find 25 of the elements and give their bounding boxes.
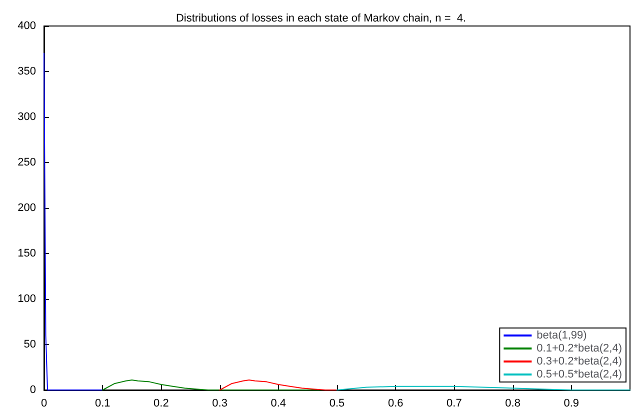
x-tick-label: 0.4 xyxy=(270,398,286,410)
y-tick-label: 100 xyxy=(18,293,36,305)
x-tick-label: 0 xyxy=(40,398,48,410)
y-tick-label: 350 xyxy=(18,66,36,78)
x-tick-label: 0.2 xyxy=(154,398,169,410)
x-tick-label: 0.9 xyxy=(564,398,580,410)
x-tick-label: 0.5 xyxy=(329,398,345,410)
legend-label: 0.3+0.2*beta(2,4) xyxy=(536,356,622,368)
y-tick-label: 400 xyxy=(18,20,36,32)
line-series xyxy=(219,379,338,390)
x-tick-label: 0.3 xyxy=(212,398,228,410)
y-tick-label: 50 xyxy=(24,338,36,350)
y-tick-label: 200 xyxy=(18,202,36,214)
x-tick-label: 0.8 xyxy=(505,398,520,410)
legend-label: 0.1+0.2*beta(2,4) xyxy=(536,342,622,354)
legend-label: 0.5+0.5*beta(2,4) xyxy=(536,368,622,380)
y-tick-label: 150 xyxy=(18,248,36,260)
y-tick-label: 0 xyxy=(30,384,36,396)
chart-title: Distributions of losses in each state of Markov chain, n = 4. xyxy=(176,12,466,24)
x-tick-label: 0.7 xyxy=(446,398,462,410)
x-tick-label: 0.6 xyxy=(388,398,404,410)
y-tick-label: 300 xyxy=(18,111,36,123)
x-tick-label: 0.1 xyxy=(94,398,110,410)
legend-label: beta(1,99) xyxy=(536,330,587,342)
y-tick-label: 250 xyxy=(18,156,36,168)
